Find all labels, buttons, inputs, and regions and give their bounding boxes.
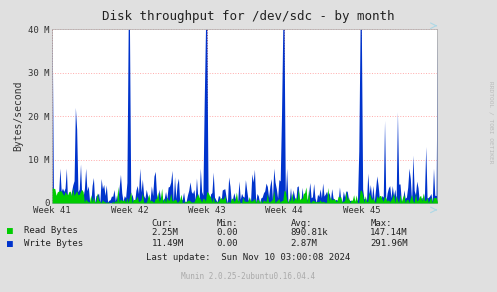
- Y-axis label: Bytes/second: Bytes/second: [14, 81, 24, 151]
- Text: 0.00: 0.00: [216, 228, 238, 237]
- Text: ■: ■: [7, 226, 13, 236]
- Text: Cur:: Cur:: [152, 219, 173, 228]
- Text: Disk throughput for /dev/sdc - by month: Disk throughput for /dev/sdc - by month: [102, 10, 395, 23]
- Text: 0.00: 0.00: [216, 239, 238, 248]
- Text: Avg:: Avg:: [291, 219, 312, 228]
- Text: 2.87M: 2.87M: [291, 239, 318, 248]
- Text: Write Bytes: Write Bytes: [24, 239, 83, 248]
- Text: Last update:  Sun Nov 10 03:00:08 2024: Last update: Sun Nov 10 03:00:08 2024: [147, 253, 350, 262]
- Text: Read Bytes: Read Bytes: [24, 226, 78, 235]
- Text: Max:: Max:: [370, 219, 392, 228]
- Text: 147.14M: 147.14M: [370, 228, 408, 237]
- Text: ■: ■: [7, 239, 13, 249]
- Text: 2.25M: 2.25M: [152, 228, 178, 237]
- Text: 291.96M: 291.96M: [370, 239, 408, 248]
- Text: Munin 2.0.25-2ubuntu0.16.04.4: Munin 2.0.25-2ubuntu0.16.04.4: [181, 272, 316, 281]
- Text: RRDTOOL / TOBI OETIKER: RRDTOOL / TOBI OETIKER: [489, 81, 494, 164]
- Text: 11.49M: 11.49M: [152, 239, 184, 248]
- Text: Min:: Min:: [216, 219, 238, 228]
- Text: 890.81k: 890.81k: [291, 228, 329, 237]
